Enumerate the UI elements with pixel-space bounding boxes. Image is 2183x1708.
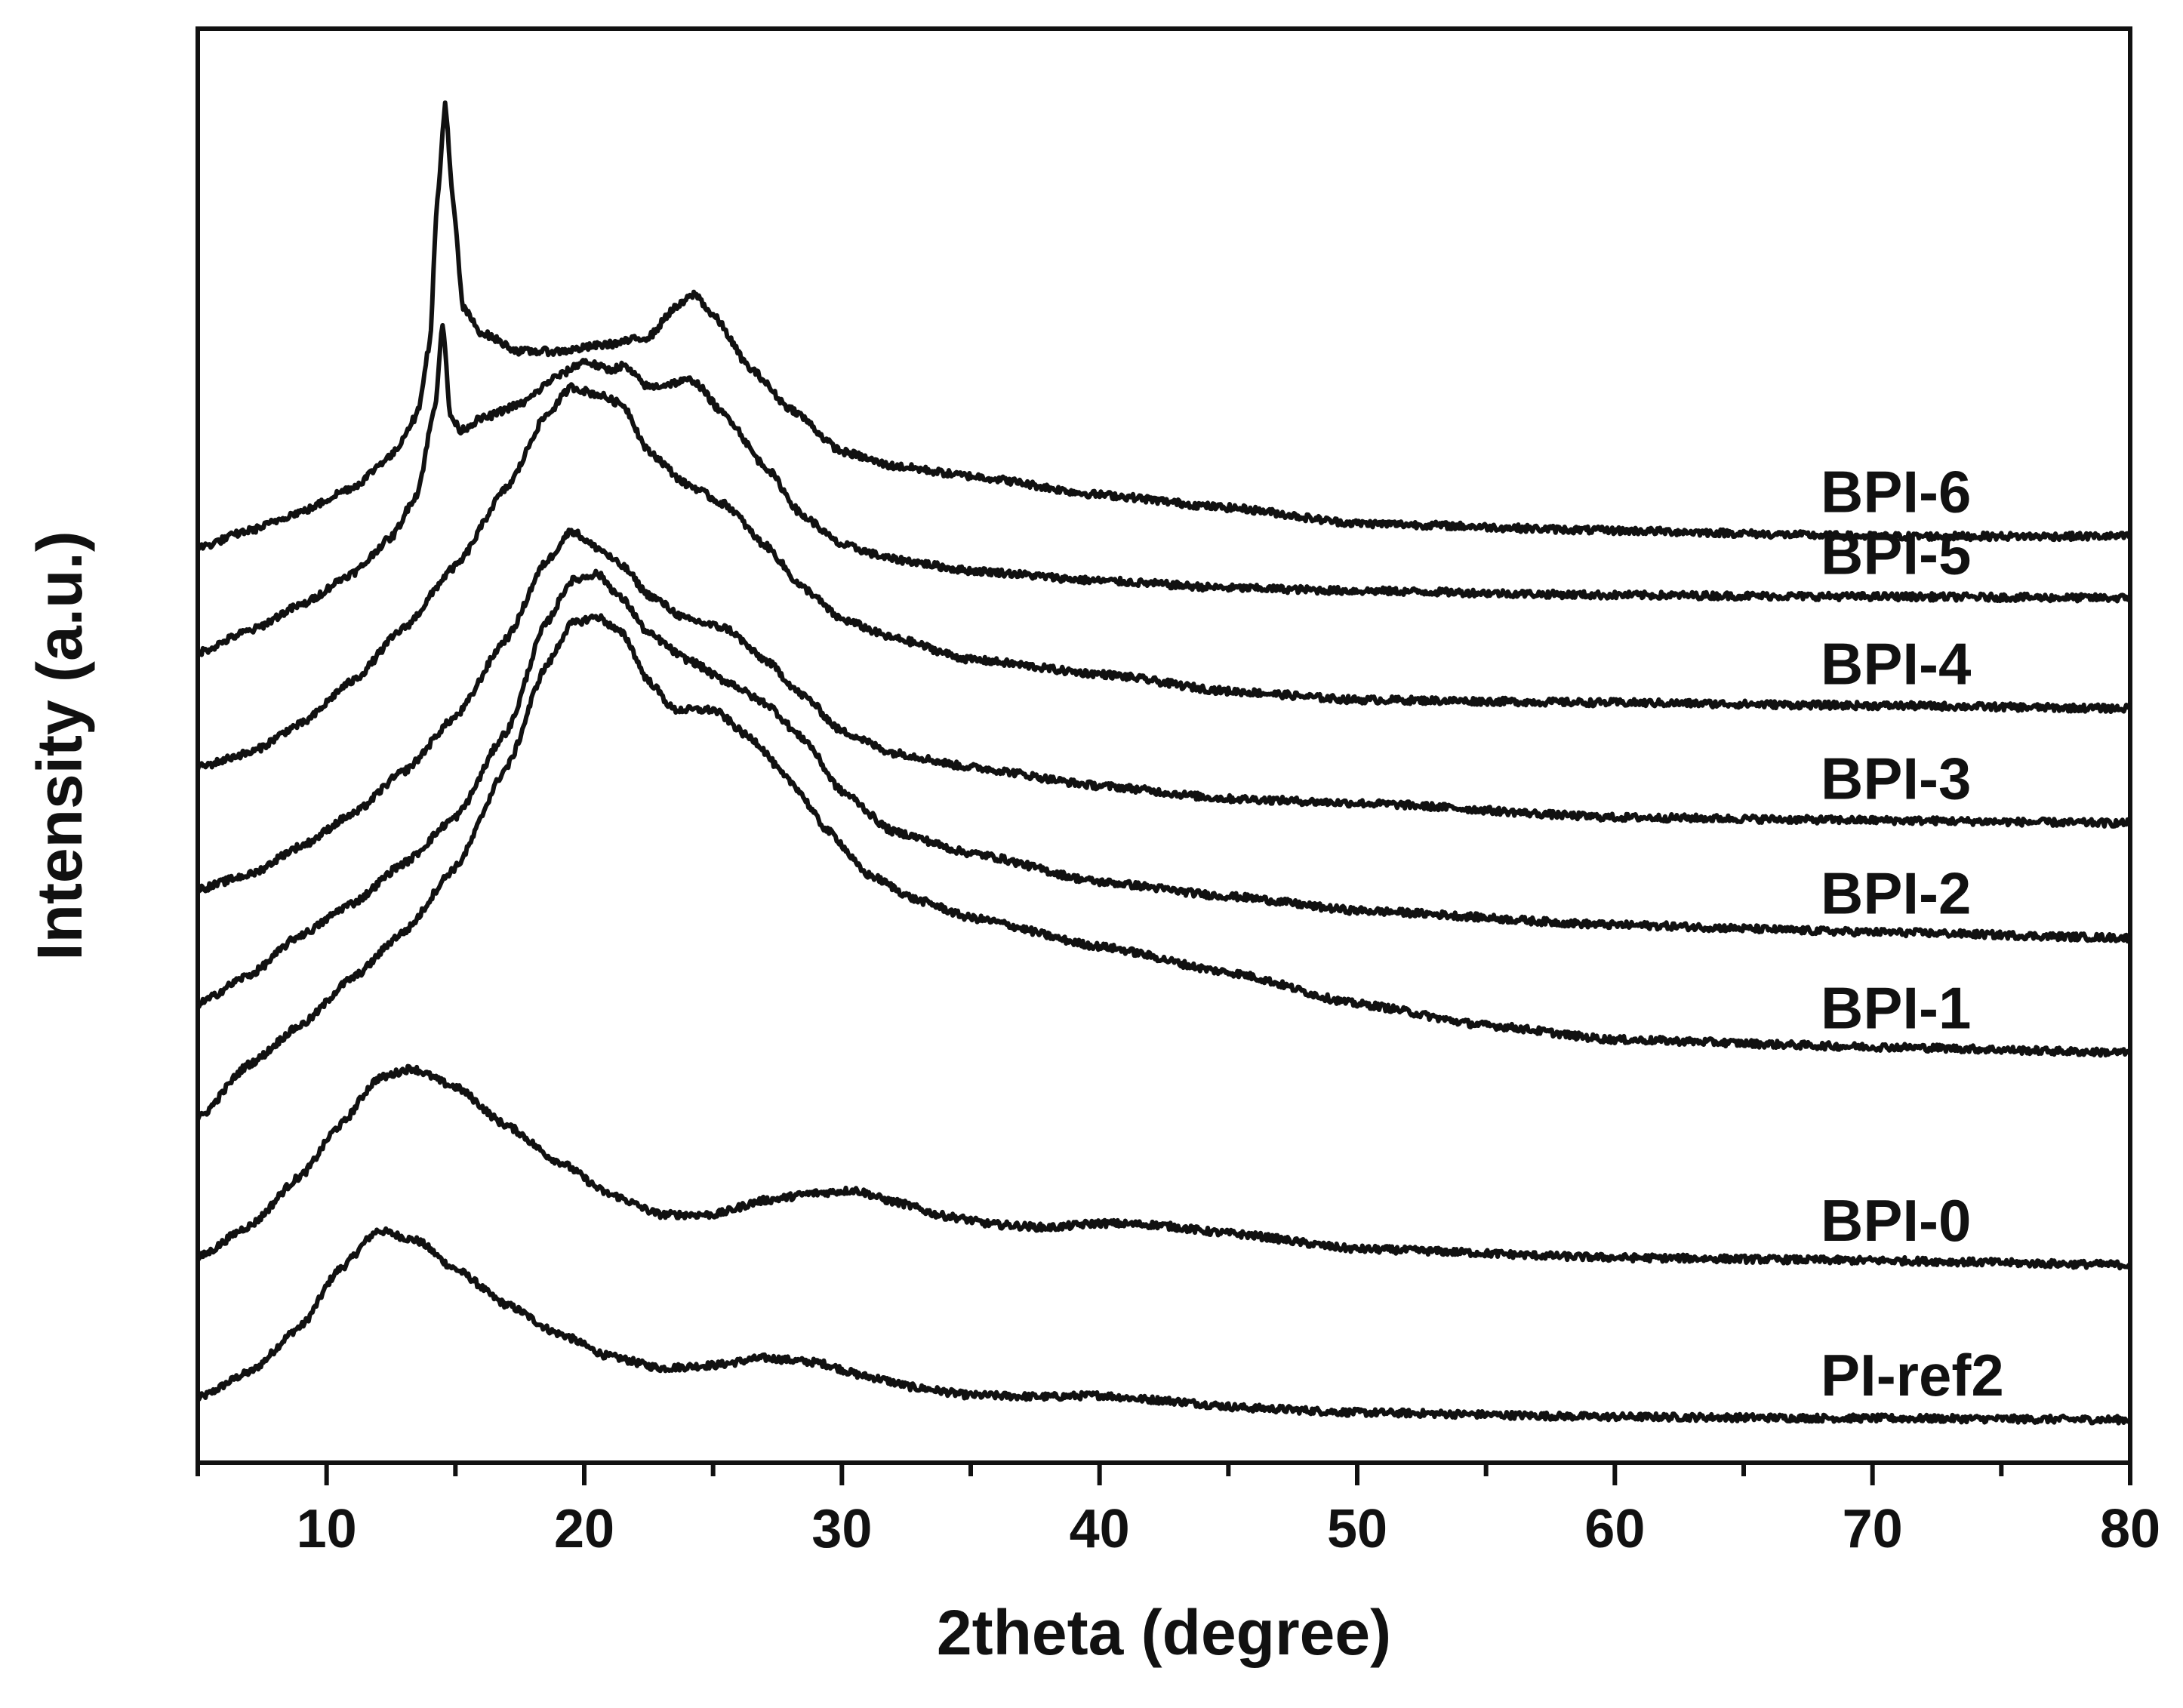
trace-bpi-0 <box>196 1063 2132 1271</box>
series-label-bpi-6: BPI-6 <box>1821 459 1971 525</box>
series-label-bpi-1: BPI-1 <box>1821 975 1971 1042</box>
series-label-bpi-2: BPI-2 <box>1821 860 1971 927</box>
x-tick-label: 40 <box>1070 1499 1130 1559</box>
series-labels: PI-ref2 BPI-0 BPI-1 BPI-2 BPI-3 BPI-4 BPI-5BPI… <box>1821 459 2004 1408</box>
trace-pi-ref2 <box>196 1226 2132 1426</box>
plot-frame <box>196 26 2132 1465</box>
series-label-bpi-0: BPI-0 <box>1821 1187 1971 1254</box>
x-axis-ticks: 10 20 30 40 50 60 70 80 <box>196 1463 2160 1559</box>
series-label-pi-ref2: PI-ref2 <box>1821 1342 2004 1408</box>
trace-bpi-5 <box>196 323 2132 657</box>
x-tick-label: 60 <box>1584 1499 1645 1559</box>
x-tick-label: 70 <box>1843 1499 1903 1559</box>
trace-bpi-4 <box>196 382 2132 772</box>
y-axis-title: Intensity (a.u.) <box>24 531 95 960</box>
series-label-bpi-5: BPI-5 <box>1821 520 1971 586</box>
series-traces <box>196 100 2132 1426</box>
x-tick-label: 50 <box>1327 1499 1387 1559</box>
series-label-bpi-3: BPI-3 <box>1821 746 1971 812</box>
trace-bpi-1 <box>196 613 2132 1122</box>
x-tick-label: 80 <box>2100 1499 2160 1559</box>
x-tick-label: 20 <box>554 1499 614 1559</box>
x-tick-label: 30 <box>811 1499 872 1559</box>
x-tick-label: 10 <box>297 1499 357 1559</box>
trace-bpi-6 <box>196 100 2132 553</box>
series-label-bpi-4: BPI-4 <box>1821 631 1971 697</box>
trace-bpi-3 <box>196 528 2132 895</box>
trace-bpi-2 <box>196 568 2132 1009</box>
x-axis-title: 2theta (degree) <box>937 1597 1391 1668</box>
